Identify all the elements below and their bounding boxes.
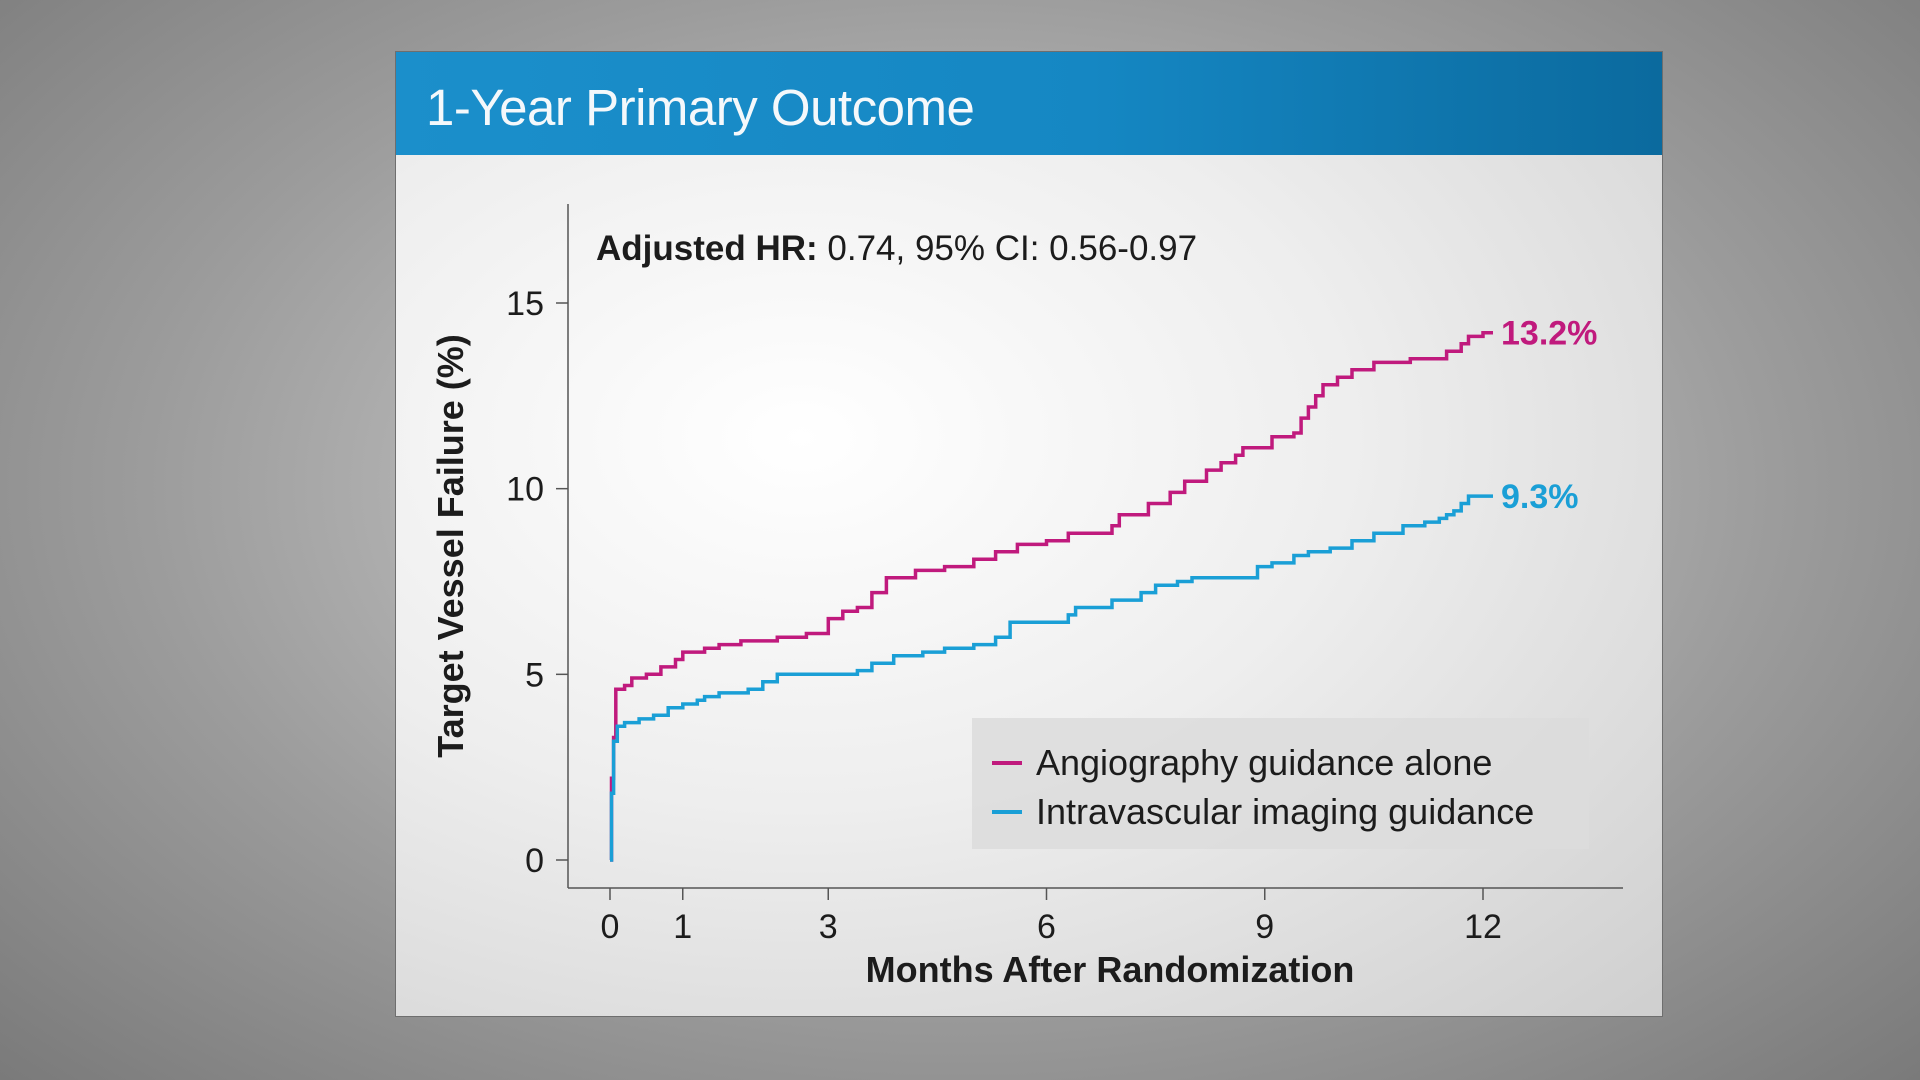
km-chart: Adjusted HR: 0.74, 95% CI: 0.56-0.97 0 5 1… bbox=[430, 204, 1623, 990]
end-label-intravascular: 9.3% bbox=[1501, 478, 1579, 516]
hr-annotation-text: 0.74, 95% CI: 0.56-0.97 bbox=[818, 229, 1197, 268]
x-tick-label-3: 3 bbox=[819, 908, 838, 946]
hr-annotation-bold: Adjusted HR: bbox=[596, 229, 818, 268]
series-layer: 13.2% 9.3% bbox=[609, 315, 1597, 862]
slide: 1-Year Primary Outcome Adjusted HR: 0.74… bbox=[395, 51, 1663, 1017]
y-tick-label-0: 0 bbox=[525, 842, 544, 880]
x-tick-label-12: 12 bbox=[1464, 908, 1502, 946]
y-tick-label-10: 10 bbox=[506, 471, 544, 509]
x-tick-label-6: 6 bbox=[1037, 908, 1056, 946]
end-label-angiography: 13.2% bbox=[1501, 315, 1597, 353]
series-line-angiography bbox=[609, 330, 1493, 862]
legend: Angiography guidance alone Intravascular… bbox=[972, 718, 1589, 849]
slide-title: 1-Year Primary Outcome bbox=[426, 79, 975, 136]
legend-label-angiography: Angiography guidance alone bbox=[1036, 742, 1492, 783]
y-tick-label-15: 15 bbox=[506, 285, 544, 323]
series-line-intravascular bbox=[609, 494, 1493, 862]
legend-label-intravascular: Intravascular imaging guidance bbox=[1036, 791, 1534, 832]
y-tick-label-5: 5 bbox=[525, 656, 544, 694]
x-ticks: 0 1 3 6 9 12 bbox=[601, 888, 1502, 946]
x-tick-label-1: 1 bbox=[673, 908, 692, 946]
y-ticks: 0 5 10 15 bbox=[506, 285, 568, 880]
hr-annotation: Adjusted HR: 0.74, 95% CI: 0.56-0.97 bbox=[596, 229, 1197, 268]
x-axis-title: Months After Randomization bbox=[866, 949, 1355, 990]
legend-box bbox=[972, 718, 1589, 849]
slide-header: 1-Year Primary Outcome bbox=[396, 52, 1662, 155]
x-tick-label-9: 9 bbox=[1255, 908, 1274, 946]
x-tick-label-0: 0 bbox=[601, 908, 620, 946]
y-axis-title: Target Vessel Failure (%) bbox=[430, 334, 471, 758]
